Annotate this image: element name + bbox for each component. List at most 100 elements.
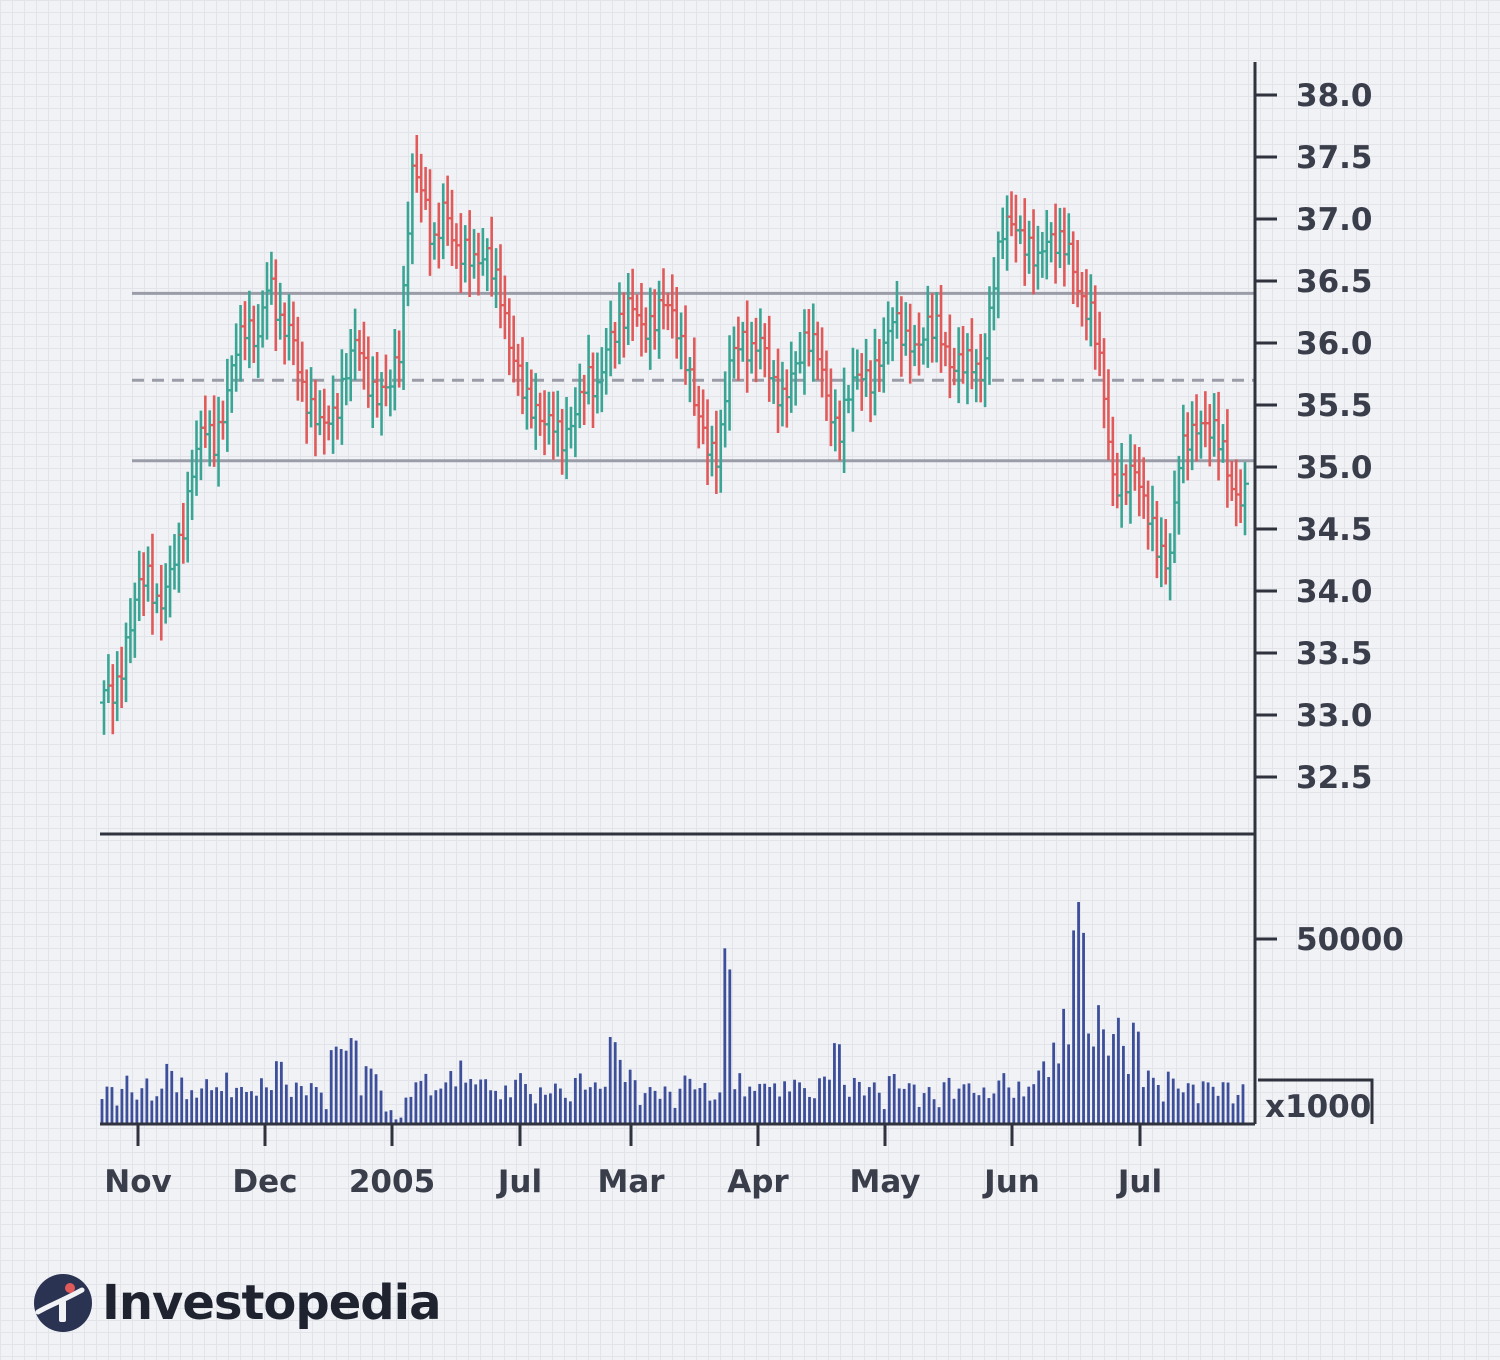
- volume-bar: [304, 1095, 308, 1124]
- volume-bar: [544, 1094, 547, 1124]
- axes: [100, 62, 1257, 1126]
- volume-bar: [195, 1097, 199, 1124]
- volume-bar: [668, 1091, 672, 1124]
- price-bar: [721, 371, 730, 448]
- volume-bar: [573, 1077, 577, 1124]
- volume-bar: [1107, 1055, 1110, 1124]
- volume-bar: [120, 1088, 124, 1124]
- price-bar: [901, 302, 910, 356]
- volume-bar: [698, 1088, 702, 1124]
- price-bar: [1196, 410, 1205, 459]
- volume-bar: [862, 1095, 866, 1124]
- price-bar: [540, 390, 549, 456]
- volume-bar: [205, 1079, 209, 1124]
- volume-bar: [733, 1089, 737, 1124]
- price-bar: [800, 309, 809, 395]
- volume-bar: [1206, 1082, 1210, 1124]
- price-bar: [818, 327, 827, 398]
- volume-bar: [539, 1087, 542, 1124]
- price-bar: [611, 322, 620, 369]
- price-bar: [663, 292, 672, 331]
- volume-bar: [140, 1088, 144, 1124]
- price-bar: [1078, 272, 1086, 327]
- price-bar: [804, 309, 813, 367]
- volume-bar: [1117, 1017, 1120, 1124]
- price-bar: [1139, 457, 1148, 519]
- volume-bar: [1171, 1078, 1175, 1124]
- price-bar: [196, 410, 205, 481]
- volume-bar: [563, 1097, 567, 1124]
- price-bar: [892, 280, 901, 339]
- price-bar: [293, 316, 302, 401]
- volume-bar: [414, 1082, 418, 1124]
- price-bar: [566, 406, 575, 449]
- volume-tick-label: 50000: [1296, 922, 1404, 958]
- volume-bar: [524, 1084, 527, 1124]
- price-bar: [1232, 459, 1241, 527]
- price-bar: [747, 321, 756, 374]
- volume-bar: [1067, 1044, 1071, 1124]
- x-tick-label: 2005: [349, 1164, 435, 1200]
- volume-bar: [598, 1088, 602, 1124]
- price-bar: [117, 646, 126, 709]
- price-bar: [1130, 444, 1139, 491]
- price-bar: [553, 390, 562, 457]
- price-bar: [628, 268, 637, 341]
- price-bar: [408, 153, 417, 265]
- price-bar: [522, 361, 531, 430]
- price-bar: [536, 392, 545, 436]
- price-bar: [853, 349, 862, 390]
- volume-bar: [618, 1059, 622, 1124]
- price-bar: [426, 169, 434, 276]
- price-bar: [161, 563, 170, 624]
- price-bar: [364, 336, 373, 408]
- price-bar: [985, 286, 994, 385]
- price-bar: [346, 329, 355, 402]
- price-bar: [787, 341, 796, 413]
- volume-bar: [1211, 1086, 1215, 1124]
- volume-bar: [1231, 1103, 1235, 1124]
- volume-bar: [1186, 1083, 1190, 1124]
- volume-bar: [947, 1077, 951, 1124]
- price-bar: [1214, 391, 1223, 481]
- volume-bar: [887, 1076, 891, 1124]
- volume-bar: [1241, 1084, 1245, 1124]
- price-bar: [1179, 404, 1188, 484]
- price-bar: [1086, 274, 1095, 347]
- volume-bar: [633, 1080, 637, 1124]
- price-bar: [218, 400, 227, 440]
- volume-bar: [748, 1086, 752, 1124]
- price-bar: [760, 323, 769, 378]
- volume-bar: [773, 1083, 777, 1124]
- price-bar: [205, 410, 214, 467]
- price-bar: [906, 303, 915, 384]
- volume-bar: [588, 1087, 592, 1124]
- volume-bar: [653, 1090, 657, 1124]
- price-bar: [108, 664, 117, 735]
- price-bar: [544, 391, 553, 445]
- volume-bar: [274, 1061, 278, 1124]
- price-bar: [1104, 369, 1113, 461]
- price-bar: [1170, 470, 1179, 564]
- volume-bar: [474, 1084, 478, 1124]
- volume-bar: [529, 1094, 532, 1124]
- volume-bar: [643, 1093, 647, 1124]
- volume-bar: [444, 1082, 448, 1124]
- volume-bar: [803, 1088, 806, 1124]
- price-tick-label: 32.5: [1296, 760, 1373, 796]
- volume-bar: [1047, 1077, 1051, 1124]
- price-bar: [1241, 462, 1249, 536]
- volume-bar: [519, 1073, 522, 1124]
- volume-bar: [439, 1088, 443, 1124]
- price-bar: [923, 285, 932, 368]
- price-bar: [263, 262, 271, 340]
- volume-bar: [1161, 1101, 1165, 1124]
- price-bar: [258, 290, 267, 348]
- price-bar: [681, 305, 690, 385]
- price-bar: [967, 318, 976, 390]
- price-bar: [285, 294, 294, 361]
- price-bar: [862, 338, 871, 398]
- volume-bar: [509, 1097, 512, 1124]
- price-bar: [641, 307, 650, 353]
